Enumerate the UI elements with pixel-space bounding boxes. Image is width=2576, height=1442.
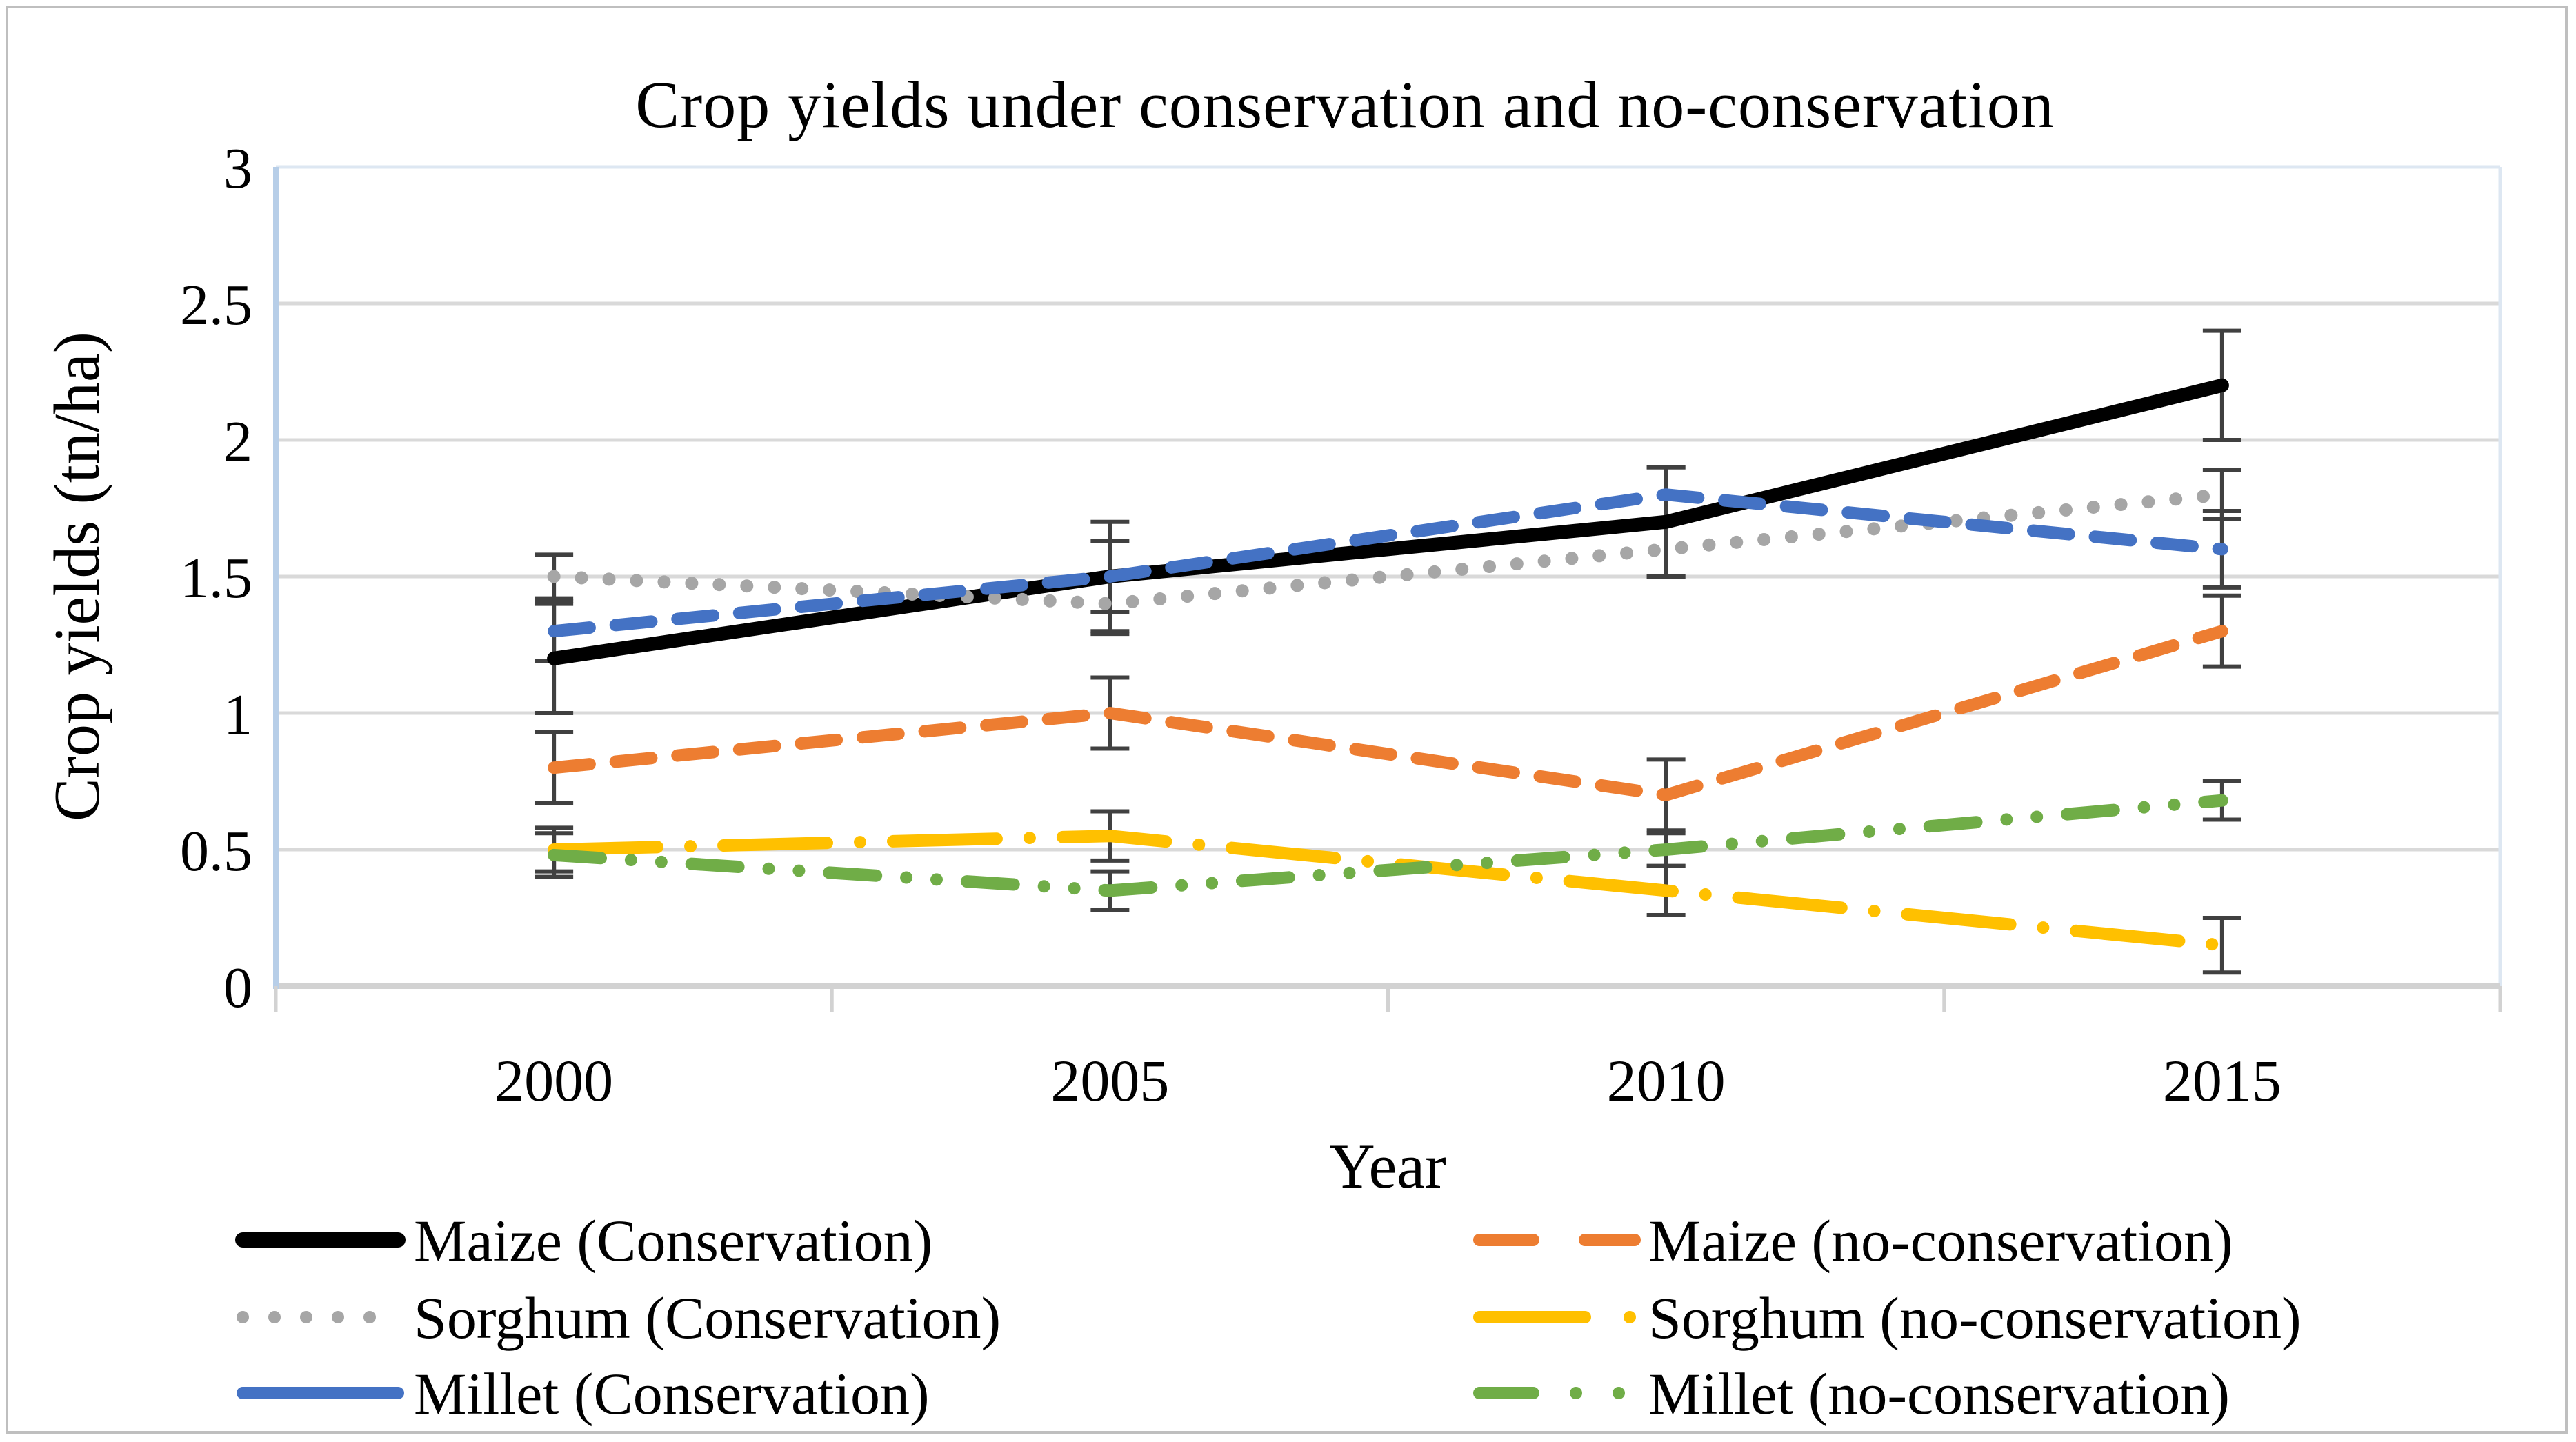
legend-label: Sorghum (no-conservation)	[1648, 1285, 2302, 1351]
legend-label: Sorghum (Conservation)	[414, 1285, 1001, 1351]
y-tick-label: 2.5	[180, 273, 252, 337]
series-line-sorghum-no-conservation-	[548, 830, 2228, 952]
x-axis-title: Year	[1329, 1131, 1446, 1201]
series-line-maize-no-conservation-	[548, 625, 2228, 801]
y-axis-title: Crop yields (tn/ha)	[41, 331, 113, 822]
series-line-millet-no-conservation-	[548, 794, 2228, 897]
legend-label: Millet (no-conservation)	[1648, 1361, 2230, 1427]
y-tick-label: 1	[223, 683, 252, 747]
legend-label: Maize (Conservation)	[414, 1208, 932, 1274]
chart-title: Crop yields under conservation and no-co…	[635, 68, 2055, 141]
x-tick-label: 2010	[1607, 1048, 1726, 1114]
legend-label: Maize (no-conservation)	[1648, 1208, 2233, 1274]
y-tick-label: 0.5	[180, 819, 252, 883]
y-tick-label: 0	[223, 956, 252, 1020]
y-tick-label: 2	[223, 410, 252, 474]
x-tick-label: 2000	[495, 1048, 613, 1114]
y-tick-label: 3	[223, 137, 252, 201]
series-line-maize-conservation-	[547, 378, 2229, 665]
y-tick-label: 1.5	[180, 546, 252, 610]
series-line-millet-conservation-	[548, 488, 2228, 638]
legend-label: Millet (Conservation)	[414, 1361, 930, 1427]
x-tick-label: 2005	[1050, 1048, 1169, 1114]
x-tick-label: 2015	[2163, 1048, 2282, 1114]
series-line-sorghum-conservation-	[547, 488, 2229, 611]
